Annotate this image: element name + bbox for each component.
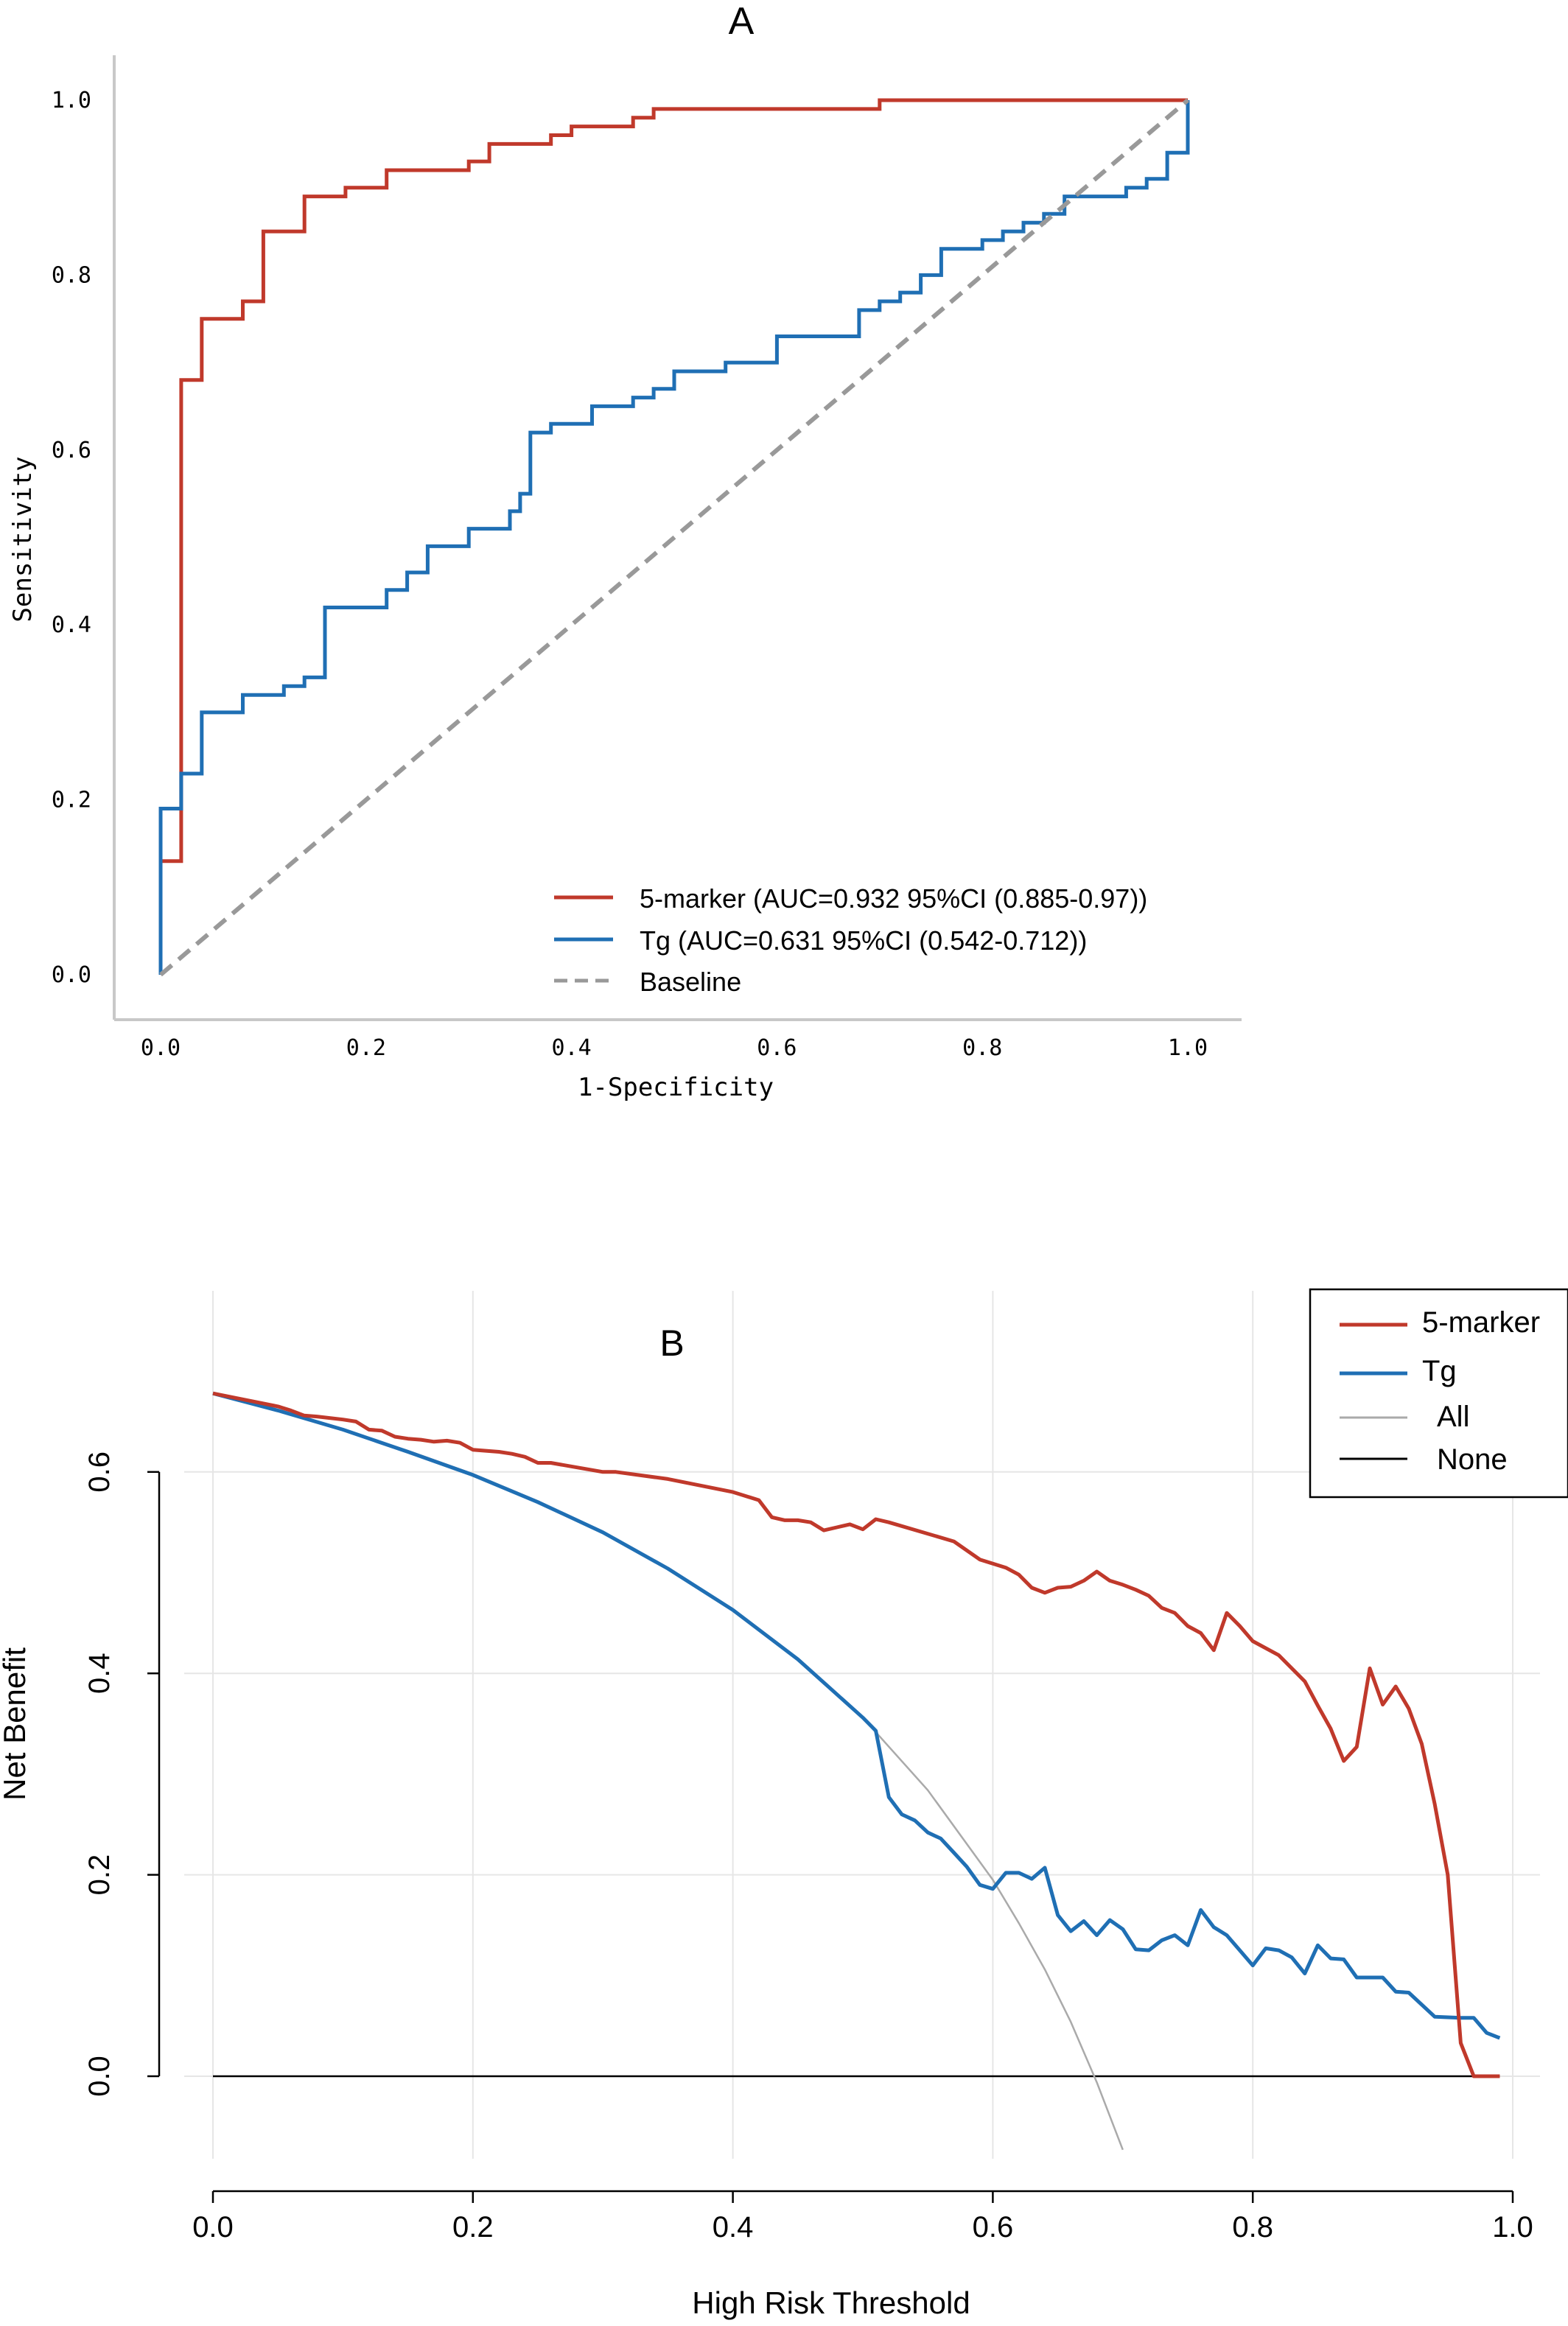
dca-chart-panel: B 0.0 0.2 0.4 0.6 0.8 1.0 0.0 0.2 0.4 0.6 High Ri… bbox=[0, 1288, 1568, 2320]
dca-x-tick-label: 0.2 bbox=[452, 2211, 494, 2243]
roc-x-tick-label: 0.6 bbox=[757, 1035, 797, 1061]
dca-legend: 5-marker Tg All None bbox=[1309, 1288, 1568, 1499]
roc-chart-title: A bbox=[729, 0, 755, 43]
roc-ticks: 0.0 0.2 0.4 0.6 0.8 1.0 0.0 0.2 0.4 0.6 0.8 1.0 bbox=[52, 88, 1208, 1061]
dca-y-tick-label: 0.6 bbox=[83, 1451, 116, 1493]
dca-axes bbox=[158, 1471, 1513, 2193]
dca-ticks: 0.0 0.2 0.4 0.6 0.8 1.0 0.0 0.2 0.4 0.6 bbox=[83, 1451, 1533, 2243]
dca-x-tick-label: 0.8 bbox=[1232, 2211, 1273, 2243]
roc-legend-label-tg: Tg (AUC=0.631 95%CI (0.542-0.712)) bbox=[640, 925, 1087, 956]
roc-legend-label-5-marker: 5-marker (AUC=0.932 95%CI (0.885-0.97)) bbox=[640, 883, 1147, 914]
dca-legend-label-tg: Tg bbox=[1422, 1355, 1457, 1387]
roc-legend-label-baseline: Baseline bbox=[640, 967, 741, 997]
dca-x-tick-label: 0.0 bbox=[192, 2211, 234, 2243]
roc-y-tick-label: 0.6 bbox=[52, 438, 91, 463]
dca-legend-label-none: None bbox=[1437, 1443, 1508, 1476]
dca-series-line-5-marker bbox=[212, 1391, 1500, 2078]
roc-y-tick-label: 0.2 bbox=[52, 788, 91, 813]
roc-series-line-5-marker bbox=[158, 98, 1188, 975]
dca-x-tick-label: 0.4 bbox=[713, 2211, 754, 2243]
roc-x-tick-label: 1.0 bbox=[1168, 1035, 1208, 1061]
roc-y-tick-label: 0.0 bbox=[52, 962, 91, 988]
roc-y-tick-label: 0.8 bbox=[52, 262, 91, 288]
roc-series-line-tg bbox=[158, 100, 1190, 975]
roc-x-tick-label: 0.4 bbox=[552, 1035, 592, 1061]
roc-legend: 5-marker (AUC=0.932 95%CI (0.885-0.97)) … bbox=[554, 883, 1147, 997]
roc-y-tick-label: 1.0 bbox=[52, 88, 91, 113]
dca-x-tick-label: 1.0 bbox=[1492, 2211, 1533, 2243]
roc-x-tick-label: 0.0 bbox=[141, 1035, 181, 1061]
dca-chart-title: B bbox=[659, 1323, 684, 1364]
dca-legend-label-all: All bbox=[1437, 1401, 1469, 1433]
dca-x-axis-label: High Risk Threshold bbox=[692, 2285, 970, 2320]
roc-y-axis-label: Sensitivity bbox=[8, 456, 38, 622]
dca-series-line-all bbox=[212, 1392, 1124, 2151]
roc-x-tick-label: 0.2 bbox=[346, 1035, 386, 1061]
roc-series bbox=[158, 98, 1190, 977]
dca-y-tick-label: 0.4 bbox=[83, 1653, 116, 1694]
dca-y-tick-label: 0.0 bbox=[83, 2056, 116, 2097]
dca-legend-label-5-marker: 5-marker bbox=[1422, 1306, 1540, 1339]
roc-x-tick-label: 0.8 bbox=[962, 1035, 1002, 1061]
roc-y-tick-label: 0.4 bbox=[52, 612, 91, 638]
dca-x-tick-label: 0.6 bbox=[973, 2211, 1014, 2243]
roc-chart-panel: A 0.0 0.2 0.4 0.6 0.8 1.0 0.0 0.2 0.4 0.6 0.8 1.0 1… bbox=[8, 0, 1242, 1102]
roc-axes bbox=[113, 55, 1242, 1021]
dca-y-tick-label: 0.2 bbox=[83, 1854, 116, 1896]
dca-series bbox=[212, 1391, 1501, 2151]
roc-series-line-baseline bbox=[159, 98, 1189, 977]
dca-y-axis-label: Net Benefit bbox=[0, 1647, 32, 1801]
roc-x-axis-label: 1-Specificity bbox=[578, 1073, 774, 1102]
dca-series-line-tg bbox=[212, 1391, 1501, 2040]
